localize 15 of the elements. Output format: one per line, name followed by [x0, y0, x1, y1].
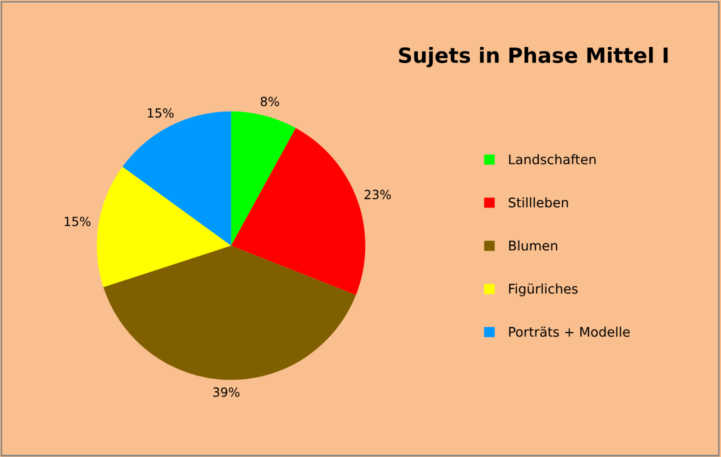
legend-label: Stillleben: [508, 197, 568, 208]
legend-label: Figürliches: [509, 284, 578, 296]
legend-label: Landschaften: [509, 154, 596, 164]
chart-title: Sujets in Phase Mittel I: [399, 46, 668, 68]
legend-label: Blumen: [509, 240, 558, 251]
pie-slice: [103, 246, 356, 380]
pie-slice: [96, 166, 232, 288]
data-label: 39%: [213, 387, 240, 397]
data-label: 8%: [260, 96, 280, 106]
pie-slice: [231, 128, 366, 296]
data-label: 15%: [148, 108, 174, 118]
data-label: 23%: [364, 190, 391, 200]
pie-slice: [231, 111, 296, 246]
legend-label: Porträts + Modelle: [509, 326, 630, 337]
data-label: 15%: [64, 216, 90, 226]
